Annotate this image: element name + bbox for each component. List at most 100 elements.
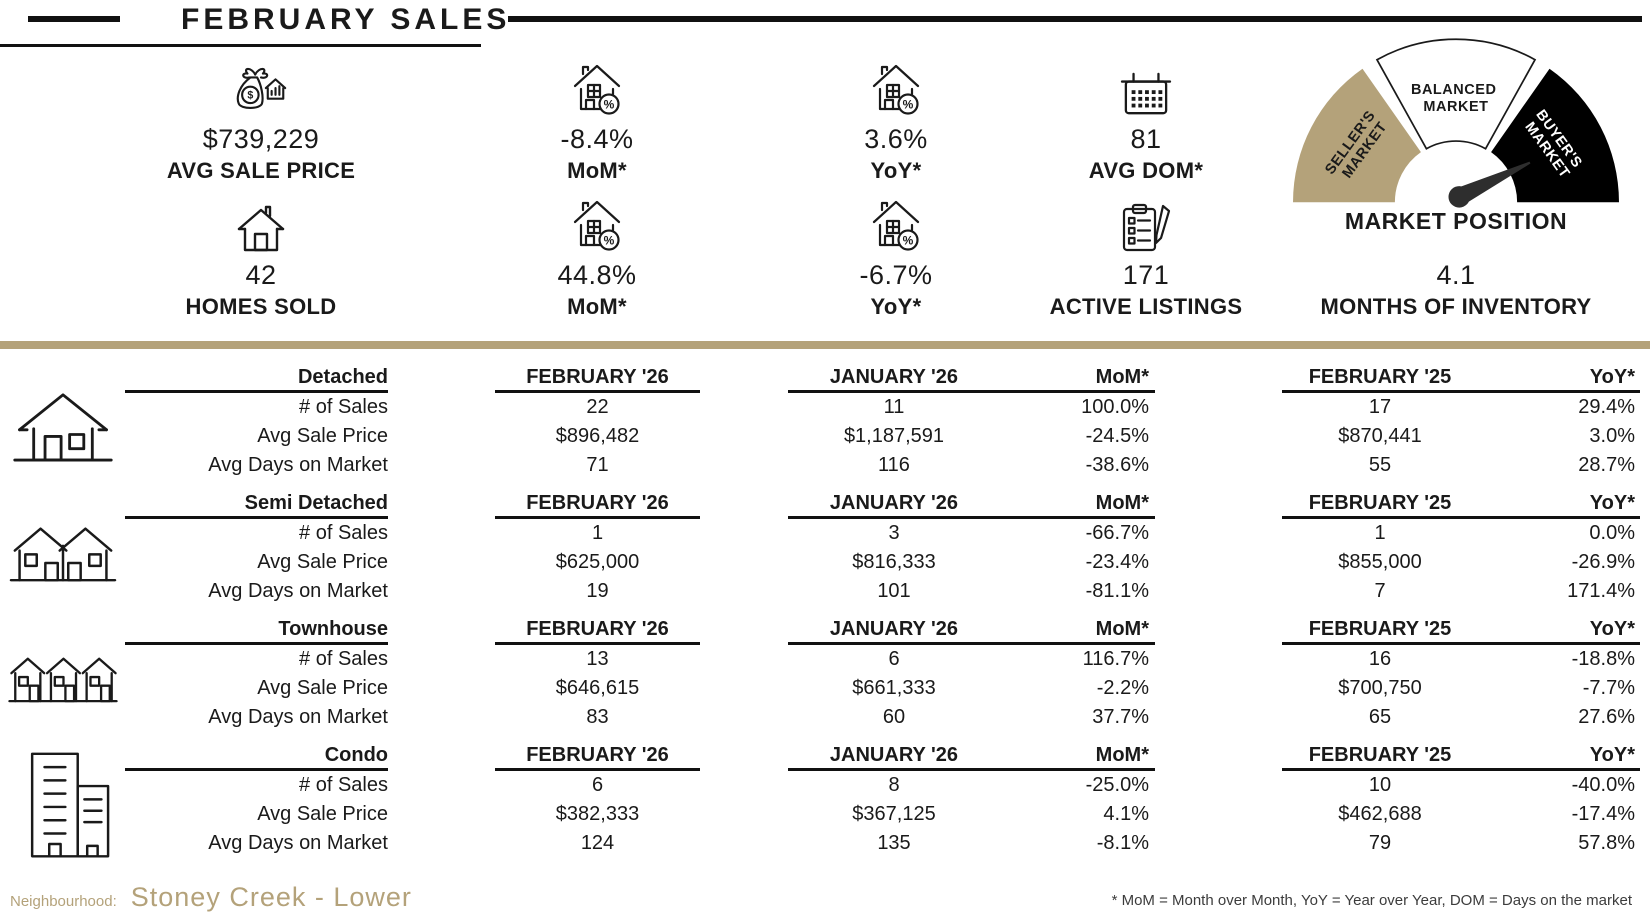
- table-row: Avg Sale Price $625,000 $816,333 -23.4% $…: [125, 548, 1650, 577]
- cell-value: -23.4%: [1085, 551, 1149, 573]
- cell-value: 100.0%: [1081, 396, 1149, 418]
- cell-value: 124: [580, 832, 615, 854]
- stat-label: HOMES SOLD: [185, 294, 337, 319]
- cell-value: -8.1%: [1096, 832, 1149, 854]
- gauge-needle: [1448, 161, 1531, 208]
- gauge-segment-buyers: [1491, 68, 1619, 203]
- col-header: FEBRUARY '25: [1308, 618, 1452, 640]
- gauge-segment-balanced: [1375, 38, 1537, 150]
- house-percent-icon: [571, 198, 623, 254]
- townhouse-icon: [7, 651, 119, 705]
- col-header: JANUARY '26: [829, 366, 959, 388]
- table-row: Avg Sale Price $896,482 $1,187,591 -24.5%…: [125, 422, 1650, 451]
- condo-building-icon: [13, 750, 113, 862]
- cell-value: 57.8%: [1578, 832, 1635, 854]
- row-label: # of Sales: [299, 648, 388, 670]
- detached-house-icon: [11, 387, 115, 465]
- cell-value: 11: [883, 396, 905, 418]
- table-row: # of Sales 1 3 -66.7% 1 0.0%: [125, 519, 1650, 548]
- col-header: FEBRUARY '26: [495, 364, 700, 393]
- cell-value: 27.6%: [1578, 706, 1635, 728]
- table-row: Avg Days on Market 124 135 -8.1% 79 57.8%: [125, 829, 1650, 858]
- row-label: Avg Days on Market: [208, 832, 388, 854]
- col-header: FEBRUARY '26: [495, 616, 700, 645]
- cell-value: -25.0%: [1085, 774, 1149, 796]
- section-title: Townhouse: [125, 616, 388, 645]
- cell-value: -18.8%: [1571, 648, 1635, 670]
- col-header: MoM*: [1095, 618, 1149, 640]
- house-percent-icon: [870, 198, 922, 254]
- stat-value: $739,229: [202, 124, 320, 154]
- stat-avg-dom: 81 AVG DOM*: [981, 60, 1311, 184]
- stat-value: 42: [245, 260, 277, 290]
- col-header: JANUARY '26: [829, 744, 959, 766]
- stat-months-of-inventory: 4.1 MONTHS OF INVENTORY: [1291, 196, 1621, 320]
- gauge-label-balanced: BALANCED MARKET: [1411, 82, 1501, 115]
- cell-value: 28.7%: [1578, 454, 1635, 476]
- house-icon: [235, 204, 287, 254]
- table-row: Avg Sale Price $646,615 $661,333 -2.2% $7…: [125, 674, 1650, 703]
- col-header: FEBRUARY '25: [1308, 366, 1452, 388]
- col-header: FEBRUARY '26: [495, 490, 700, 519]
- cell-value: 4.1%: [1103, 803, 1149, 825]
- cell-value: -17.4%: [1571, 803, 1635, 825]
- stat-sold-yoy: -6.7% YoY*: [731, 196, 1061, 320]
- row-label: Avg Days on Market: [208, 580, 388, 602]
- stat-label: YoY*: [870, 158, 922, 183]
- table-section-condo: Condo FEBRUARY '26 JANUARY '26 MoM* FEBR…: [0, 742, 1650, 862]
- col-header: JANUARY '26: [829, 492, 959, 514]
- row-label: Avg Sale Price: [257, 551, 388, 573]
- cell-value: 3: [888, 522, 900, 544]
- stat-label: MoM*: [567, 158, 627, 183]
- cell-value: $700,750: [1338, 677, 1422, 699]
- cell-value: $661,333: [852, 677, 936, 699]
- cell-value: 116: [878, 454, 910, 476]
- footnote-disclaimer: * MoM = Month over Month, YoY = Year ove…: [1111, 892, 1632, 909]
- cell-value: -66.7%: [1085, 522, 1149, 544]
- stat-label: AVG DOM*: [1088, 158, 1204, 183]
- col-header: MoM*: [1095, 366, 1149, 388]
- market-position-gauge: SELLER'S MARKET BALANCED MARKET BUYER'S …: [1278, 36, 1634, 214]
- cell-value: -24.5%: [1085, 425, 1149, 447]
- cell-value: 3.0%: [1589, 425, 1635, 447]
- row-label: # of Sales: [299, 774, 388, 796]
- cell-value: 171.4%: [1567, 580, 1635, 602]
- house-percent-icon: [571, 62, 623, 118]
- stat-value: 4.1: [1436, 260, 1476, 290]
- stat-avg-sale-price: $739,229 AVG SALE PRICE: [96, 60, 426, 184]
- clipboard-pen-icon: [1118, 202, 1174, 254]
- table-row: # of Sales 6 8 -25.0% 10 -40.0%: [125, 771, 1650, 800]
- neighbourhood-label: Neighbourhood:: [10, 893, 117, 910]
- cell-value: $896,482: [555, 425, 640, 447]
- stat-label: MoM*: [567, 294, 627, 319]
- cell-value: 101: [877, 580, 911, 602]
- section-title: Detached: [125, 364, 388, 393]
- cell-value: $367,125: [852, 803, 936, 825]
- table-section-semi-detached: Semi Detached FEBRUARY '26 JANUARY '26 M…: [0, 490, 1650, 606]
- stat-label: MONTHS OF INVENTORY: [1320, 294, 1592, 319]
- cell-value: $870,441: [1338, 425, 1422, 447]
- cell-value: 116.7%: [1082, 648, 1149, 670]
- col-header: YoY*: [1589, 744, 1635, 766]
- stat-sold-mom: 44.8% MoM*: [432, 196, 762, 320]
- stat-value: 3.6%: [864, 124, 928, 154]
- stat-active-listings: 171 ACTIVE LISTINGS: [981, 196, 1311, 320]
- house-percent-icon: [870, 62, 922, 118]
- cell-value: 60: [882, 706, 906, 728]
- row-label: # of Sales: [299, 522, 388, 544]
- cell-value: 83: [586, 706, 609, 728]
- cell-value: -7.7%: [1582, 677, 1635, 699]
- col-header: YoY*: [1589, 492, 1635, 514]
- section-divider: [0, 341, 1650, 349]
- cell-value: $462,688: [1338, 803, 1422, 825]
- neighbourhood-value: Stoney Creek - Lower: [130, 882, 412, 912]
- cell-value: 29.4%: [1578, 396, 1635, 418]
- col-header: YoY*: [1589, 366, 1635, 388]
- page-title: FEBRUARY SALES: [181, 3, 511, 36]
- cell-value: 22: [586, 396, 609, 418]
- col-header: MoM*: [1095, 492, 1149, 514]
- table-section-townhouse: Townhouse FEBRUARY '26 JANUARY '26 MoM* …: [0, 616, 1650, 732]
- table-row: Avg Days on Market 19 101 -81.1% 7 171.4%: [125, 577, 1650, 606]
- cell-value: $382,333: [555, 803, 640, 825]
- col-header: FEBRUARY '25: [1308, 492, 1452, 514]
